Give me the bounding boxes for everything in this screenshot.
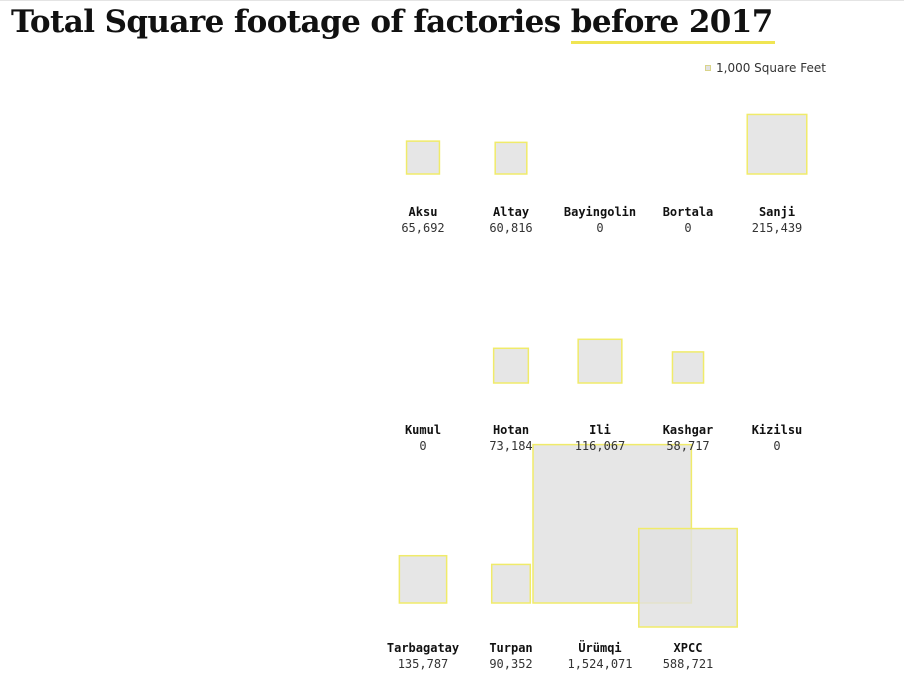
value-kumul: 0 bbox=[419, 439, 426, 453]
label-aksu: Aksu bbox=[409, 205, 438, 219]
label-turpan: Turpan bbox=[489, 641, 532, 655]
value-ili: 116,067 bbox=[575, 439, 626, 453]
square-ili bbox=[577, 338, 623, 384]
square-aksu bbox=[405, 140, 441, 175]
label-tarbagatay: Tarbagatay bbox=[387, 641, 459, 655]
label-bortala: Bortala bbox=[663, 205, 714, 219]
label-kashgar: Kashgar bbox=[663, 423, 714, 437]
legend: 1,000 Square Feet bbox=[705, 60, 826, 76]
chart-title: Total Square footage of factories before… bbox=[11, 4, 775, 44]
title-main: Total Square footage of factories bbox=[11, 4, 561, 40]
square-tarbagatay bbox=[398, 554, 448, 604]
legend-square-swatch bbox=[705, 65, 711, 71]
square-xpcc bbox=[638, 527, 738, 628]
value-hotan: 73,184 bbox=[489, 439, 532, 453]
label-kizilsu: Kizilsu bbox=[752, 423, 803, 437]
value-kashgar: 58,717 bbox=[666, 439, 709, 453]
value-bortala: 0 bbox=[684, 221, 691, 235]
value-kizilsu: 0 bbox=[773, 439, 780, 453]
value-sanji: 215,439 bbox=[752, 221, 803, 235]
value-altay: 60,816 bbox=[489, 221, 532, 235]
square-kashgar bbox=[671, 351, 705, 384]
value-urumqi: 1,524,071 bbox=[567, 657, 632, 671]
square-altay bbox=[494, 141, 528, 175]
label-kumul: Kumul bbox=[405, 423, 441, 437]
label-hotan: Hotan bbox=[493, 423, 529, 437]
value-bayingolin: 0 bbox=[596, 221, 603, 235]
label-urumqi: Ürümqi bbox=[578, 640, 621, 655]
legend-label: 1,000 Square Feet bbox=[716, 61, 826, 75]
label-xpcc: XPCC bbox=[674, 641, 703, 655]
square-hotan bbox=[492, 347, 530, 384]
value-xpcc: 588,721 bbox=[663, 657, 714, 671]
square-sanji bbox=[746, 113, 808, 175]
value-turpan: 90,352 bbox=[489, 657, 532, 671]
title-highlight: before 2017 bbox=[570, 4, 775, 44]
label-altay: Altay bbox=[493, 205, 529, 219]
top-divider bbox=[0, 0, 904, 1]
value-tarbagatay: 135,787 bbox=[398, 657, 449, 671]
label-bayingolin: Bayingolin bbox=[564, 205, 636, 219]
value-aksu: 65,692 bbox=[401, 221, 444, 235]
label-ili: Ili bbox=[589, 423, 611, 437]
label-sanji: Sanji bbox=[759, 205, 795, 219]
square-turpan bbox=[490, 563, 532, 604]
